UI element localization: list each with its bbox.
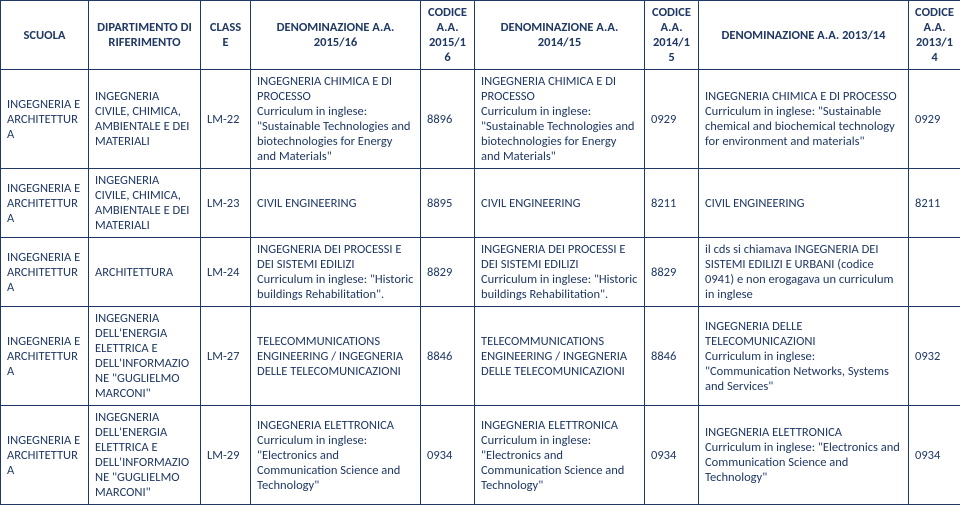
cell-scuola: INGEGNERIA E ARCHITETTURA [1, 70, 89, 169]
cell-dipartimento: INGEGNERIA DELL'ENERGIA ELETTRICA E DELL… [89, 307, 201, 406]
cell-cod-1314 [909, 238, 960, 307]
cell-cod-1415: 8829 [645, 238, 699, 307]
cell-denom-1415: INGEGNERIA ELETTRONICA Curriculum in ing… [475, 406, 645, 505]
cell-scuola: INGEGNERIA E ARCHITETTURA [1, 406, 89, 505]
table-row: INGEGNERIA E ARCHITETTURAINGEGNERIA CIVI… [1, 70, 960, 169]
cell-cod-1314: 0934 [909, 406, 960, 505]
header-cod-1314: CODICE A.A. 2013/14 [909, 1, 960, 70]
table-row: INGEGNERIA E ARCHITETTURAINGEGNERIA DELL… [1, 406, 960, 505]
cell-cod-1314: 0932 [909, 307, 960, 406]
cell-dipartimento: ARCHITETTURA [89, 238, 201, 307]
cell-cod-1314: 0929 [909, 70, 960, 169]
header-cod-1415: CODICE A.A. 2014/15 [645, 1, 699, 70]
cell-denom-1415: TELECOMMUNICATIONS ENGINEERING / INGEGNE… [475, 307, 645, 406]
cell-cod-1516: 8896 [421, 70, 475, 169]
cell-denom-1516: INGEGNERIA ELETTRONICA Curriculum in ing… [251, 406, 421, 505]
cell-classe: LM-27 [201, 307, 251, 406]
cell-classe: LM-24 [201, 238, 251, 307]
cell-denom-1415: CIVIL ENGINEERING [475, 169, 645, 238]
cell-cod-1516: 8895 [421, 169, 475, 238]
cell-dipartimento: INGEGNERIA CIVILE, CHIMICA, AMBIENTALE E… [89, 169, 201, 238]
header-denom-1314: DENOMINAZIONE A.A. 2013/14 [699, 1, 909, 70]
cell-denom-1314: CIVIL ENGINEERING [699, 169, 909, 238]
table-row: INGEGNERIA E ARCHITETTURAARCHITETTURALM-… [1, 238, 960, 307]
cell-cod-1415: 0934 [645, 406, 699, 505]
cell-denom-1516: INGEGNERIA DEI PROCESSI E DEI SISTEMI ED… [251, 238, 421, 307]
cell-classe: LM-29 [201, 406, 251, 505]
cell-classe: LM-23 [201, 169, 251, 238]
header-row: SCUOLA DIPARTIMENTO DI RIFERIMENTO CLASS… [1, 1, 960, 70]
table-row: INGEGNERIA E ARCHITETTURAINGEGNERIA CIVI… [1, 169, 960, 238]
cell-classe: LM-22 [201, 70, 251, 169]
cell-cod-1516: 8846 [421, 307, 475, 406]
header-dipartimento: DIPARTIMENTO DI RIFERIMENTO [89, 1, 201, 70]
cell-dipartimento: INGEGNERIA DELL'ENERGIA ELETTRICA E DELL… [89, 406, 201, 505]
cell-scuola: INGEGNERIA E ARCHITETTURA [1, 238, 89, 307]
cell-denom-1415: INGEGNERIA CHIMICA E DI PROCESSO Curricu… [475, 70, 645, 169]
cell-denom-1516: INGEGNERIA CHIMICA E DI PROCESSO Curricu… [251, 70, 421, 169]
cell-denom-1314: INGEGNERIA ELETTRONICA Curriculum in ing… [699, 406, 909, 505]
cell-cod-1415: 8846 [645, 307, 699, 406]
cell-denom-1314: il cds si chiamava INGEGNERIA DEI SISTEM… [699, 238, 909, 307]
cell-cod-1415: 0929 [645, 70, 699, 169]
header-denom-1415: DENOMINAZIONE A.A. 2014/15 [475, 1, 645, 70]
header-cod-1516: CODICE A.A. 2015/16 [421, 1, 475, 70]
course-table: SCUOLA DIPARTIMENTO DI RIFERIMENTO CLASS… [0, 0, 960, 505]
cell-cod-1314: 8211 [909, 169, 960, 238]
table-row: INGEGNERIA E ARCHITETTURAINGEGNERIA DELL… [1, 307, 960, 406]
cell-denom-1314: INGEGNERIA CHIMICA E DI PROCESSO Curricu… [699, 70, 909, 169]
cell-denom-1415: INGEGNERIA DEI PROCESSI E DEI SISTEMI ED… [475, 238, 645, 307]
header-denom-1516: DENOMINAZIONE A.A. 2015/16 [251, 1, 421, 70]
cell-cod-1516: 8829 [421, 238, 475, 307]
cell-scuola: INGEGNERIA E ARCHITETTURA [1, 307, 89, 406]
cell-scuola: INGEGNERIA E ARCHITETTURA [1, 169, 89, 238]
cell-dipartimento: INGEGNERIA CIVILE, CHIMICA, AMBIENTALE E… [89, 70, 201, 169]
cell-denom-1314: INGEGNERIA DELLE TELECOMUNICAZIONI Curri… [699, 307, 909, 406]
cell-cod-1415: 8211 [645, 169, 699, 238]
header-classe: CLASSE [201, 1, 251, 70]
header-scuola: SCUOLA [1, 1, 89, 70]
cell-denom-1516: CIVIL ENGINEERING [251, 169, 421, 238]
cell-denom-1516: TELECOMMUNICATIONS ENGINEERING / INGEGNE… [251, 307, 421, 406]
cell-cod-1516: 0934 [421, 406, 475, 505]
